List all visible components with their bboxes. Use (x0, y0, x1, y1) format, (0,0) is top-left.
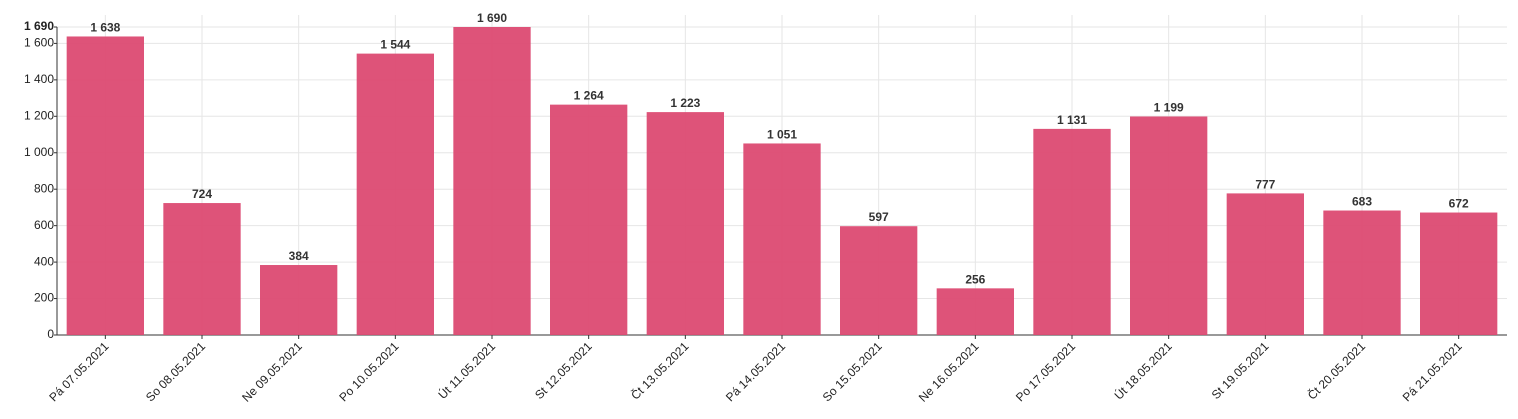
y-tick-label: 400 (34, 254, 54, 268)
x-tick-label: Po 10.05.2021 (336, 339, 401, 404)
x-tick-label: So 15.05.2021 (820, 339, 885, 404)
x-tick-label: Pá 07.05.2021 (46, 339, 111, 404)
bar (356, 53, 434, 336)
value-label: 1 131 (1057, 113, 1087, 127)
y-tick-label: 200 (34, 291, 54, 305)
bar (550, 104, 628, 335)
value-label: 384 (289, 249, 309, 263)
x-tick-label: Pá 14.05.2021 (723, 339, 788, 404)
bar (1323, 210, 1401, 335)
value-label: 1 690 (477, 11, 507, 25)
value-label: 1 051 (767, 127, 797, 141)
value-label: 1 544 (380, 38, 410, 52)
bar (1420, 212, 1498, 335)
bar (66, 36, 144, 335)
bar (1130, 116, 1208, 335)
y-tick-label: 0 (47, 327, 54, 341)
bar (453, 27, 531, 335)
x-tick-label: Út 18.05.2021 (1111, 338, 1175, 402)
x-tick-label: Čt 20.05.2021 (1304, 338, 1368, 402)
bar (840, 226, 918, 335)
x-tick-label: Čt 13.05.2021 (628, 338, 692, 402)
y-tick-label: 1 600 (24, 36, 54, 50)
y-tick-label: 600 (34, 218, 54, 232)
value-label: 256 (965, 272, 985, 286)
x-tick-label: Pá 21.05.2021 (1400, 339, 1465, 404)
x-tick-label: So 08.05.2021 (143, 339, 208, 404)
x-tick-label: Ne 09.05.2021 (239, 339, 305, 405)
x-tick-label: St 12.05.2021 (532, 339, 595, 402)
y-tick-label: 1 690 (24, 19, 54, 33)
y-tick-label: 800 (34, 181, 54, 195)
y-tick-label: 1 400 (24, 72, 54, 86)
x-tick-label: St 19.05.2021 (1209, 339, 1272, 402)
y-tick-label: 1 200 (24, 108, 54, 122)
bar (1226, 193, 1304, 335)
value-label: 1 199 (1154, 100, 1184, 114)
value-label: 1 638 (90, 20, 120, 34)
bar (743, 143, 821, 335)
x-tick-label: Út 11.05.2021 (435, 338, 499, 402)
x-tick-label: Po 17.05.2021 (1013, 339, 1078, 404)
x-tick-label: Ne 16.05.2021 (916, 339, 982, 405)
bar (260, 265, 338, 335)
value-label: 777 (1255, 177, 1275, 191)
value-label: 683 (1352, 195, 1372, 209)
bar (936, 288, 1014, 335)
value-label: 724 (192, 187, 212, 201)
bar (163, 203, 241, 335)
y-tick-label: 1 000 (24, 145, 54, 159)
value-label: 1 264 (574, 89, 604, 103)
bar (646, 112, 724, 335)
value-label: 597 (869, 210, 889, 224)
bar (1033, 128, 1111, 335)
value-label: 672 (1449, 197, 1469, 211)
value-label: 1 223 (670, 96, 700, 110)
